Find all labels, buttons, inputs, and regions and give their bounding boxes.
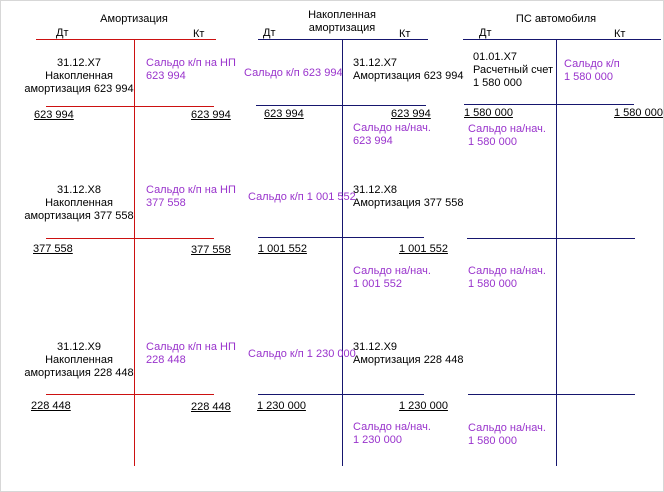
credit-column-label: Кт (193, 28, 205, 40)
t-account-vertical-line (342, 39, 343, 466)
debit-entry: 31.12.X7 Накопленная амортизация 623 994 (24, 57, 134, 95)
debit-total: 623 994 (264, 108, 304, 120)
opening-balance-label: Сальдо на/нач. 1 230 000 (353, 421, 431, 446)
credit-total: 377 558 (191, 244, 231, 256)
debit-total: 1 001 552 (258, 243, 307, 255)
debit-entry: 01.01.X7 Расчетный счет 1 580 000 (473, 51, 554, 89)
totals-rule (46, 394, 214, 395)
closing-balance-label: Сальдо к/п на НП 228 448 (146, 341, 236, 366)
totals-rule (467, 238, 635, 239)
t-account-header-rule (258, 39, 428, 40)
credit-total: 1 230 000 (399, 400, 448, 412)
closing-balance-label: Сальдо к/п на НП 377 558 (146, 184, 236, 209)
totals-rule (46, 106, 214, 107)
totals-rule (468, 394, 635, 395)
debit-total: 228 448 (31, 400, 71, 412)
closing-balance-label: Сальдо к/п 1 230 000 (248, 348, 356, 360)
credit-column-label: Кт (614, 28, 626, 40)
debit-total: 623 994 (34, 109, 74, 121)
closing-balance-label: Сальдо к/п 623 994 (244, 67, 343, 79)
t-account-header-rule (463, 39, 661, 40)
totals-rule (46, 238, 214, 239)
debit-total: 1 230 000 (257, 400, 306, 412)
account-title-accumulated-depreciation: Накопленная амортизация (308, 9, 376, 34)
credit-total: 228 448 (191, 401, 231, 413)
opening-balance-label: Сальдо на/нач. 623 994 (353, 122, 431, 147)
credit-entry: 31.12.X8 Амортизация 377 558 (353, 184, 464, 209)
t-account-header-rule (36, 39, 216, 40)
t-account-vertical-line (556, 39, 557, 466)
debit-total: 1 580 000 (464, 107, 513, 119)
opening-balance-label: Сальдо на/нач. 1 580 000 (468, 123, 546, 148)
debit-entry: 31.12.X9 Накопленная амортизация 228 448 (24, 341, 134, 379)
closing-balance-label: Сальдо к/п 1 580 000 (564, 58, 620, 83)
debit-total: 377 558 (33, 243, 73, 255)
credit-entry: 31.12.X7 Амортизация 623 994 (353, 57, 464, 82)
account-title-vehicle-cost: ПС автомобиля (515, 13, 597, 25)
credit-total: 623 994 (191, 109, 231, 121)
totals-rule (464, 104, 634, 105)
credit-entry: 31.12.X9 Амортизация 228 448 (353, 341, 464, 366)
credit-total: 1 580 000 (614, 107, 663, 119)
account-title-amortization: Амортизация (100, 13, 168, 25)
credit-total: 1 001 552 (399, 243, 448, 255)
totals-rule (258, 237, 424, 238)
debit-column-label: Дт (479, 27, 492, 39)
credit-column-label: Кт (399, 28, 411, 40)
debit-column-label: Дт (56, 27, 69, 39)
debit-column-label: Дт (263, 27, 276, 39)
debit-entry: 31.12.X8 Накопленная амортизация 377 558 (24, 184, 134, 222)
opening-balance-label: Сальдо на/нач. 1 580 000 (468, 265, 546, 290)
closing-balance-label: Сальдо к/п 1 001 552 (248, 191, 356, 203)
totals-rule (258, 394, 424, 395)
t-account-vertical-line (134, 39, 135, 466)
opening-balance-label: Сальдо на/нач. 1 580 000 (468, 422, 546, 447)
closing-balance-label: Сальдо к/п на НП 623 994 (146, 57, 236, 82)
opening-balance-label: Сальдо на/нач. 1 001 552 (353, 265, 431, 290)
credit-total: 623 994 (391, 108, 431, 120)
totals-rule (256, 105, 426, 106)
